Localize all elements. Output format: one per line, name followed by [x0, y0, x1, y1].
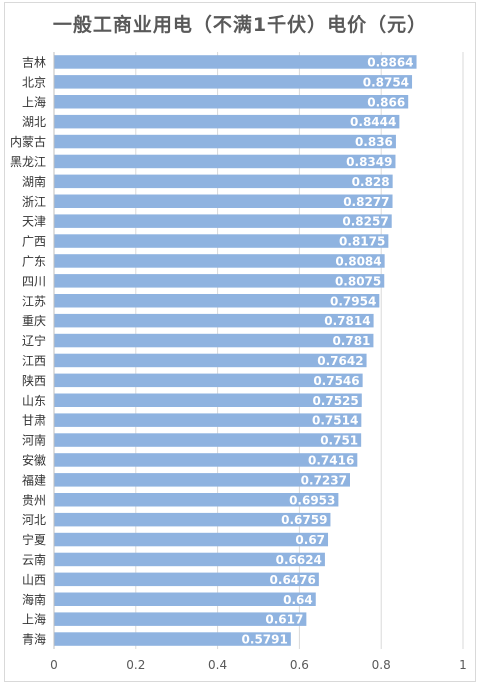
bar	[54, 274, 385, 288]
x-tick-label: 0.6	[290, 658, 309, 672]
category-label: 海南	[22, 592, 46, 607]
bar	[54, 373, 363, 388]
data-label: 0.7237	[301, 473, 347, 487]
bar	[54, 114, 400, 129]
data-label: 0.6476	[270, 573, 316, 587]
data-label: 0.8444	[350, 115, 396, 129]
category-label: 江苏	[22, 294, 46, 308]
data-label: 0.617	[265, 613, 303, 627]
category-label: 青海	[22, 632, 46, 647]
bar	[54, 154, 396, 169]
category-label: 广东	[22, 254, 46, 268]
data-label: 0.8864	[367, 55, 413, 69]
bar	[54, 313, 374, 328]
category-label: 云南	[22, 552, 46, 567]
data-label: 0.7525	[312, 394, 358, 408]
data-label: 0.8084	[335, 254, 381, 268]
data-label: 0.8075	[335, 274, 381, 288]
category-label: 安徽	[22, 452, 46, 467]
data-label: 0.866	[367, 95, 405, 109]
bar	[54, 413, 362, 427]
data-label: 0.7642	[317, 354, 363, 368]
bar	[54, 194, 393, 208]
category-label: 甘肃	[22, 414, 46, 428]
bar	[54, 333, 374, 348]
data-label: 0.781	[332, 334, 370, 348]
category-label: 黑龙江	[10, 155, 46, 169]
data-label: 0.7814	[324, 314, 370, 328]
data-label: 0.8257	[342, 215, 388, 229]
data-label: 0.6624	[276, 553, 322, 567]
bar	[54, 353, 367, 368]
bar	[54, 453, 358, 467]
data-label: 0.6759	[281, 513, 327, 527]
category-label: 四川	[22, 274, 46, 288]
bar	[54, 572, 319, 587]
data-label: 0.67	[295, 533, 325, 547]
bar	[54, 512, 331, 527]
bar	[54, 493, 339, 507]
category-label: 河北	[22, 513, 46, 527]
data-label: 0.8175	[339, 235, 385, 249]
category-label: 湖北	[22, 114, 46, 129]
category-label: 山西	[22, 573, 46, 587]
x-tick-label: 1	[459, 658, 467, 672]
bar	[54, 55, 417, 69]
x-tick-label: 0.2	[126, 658, 145, 672]
x-tick-label: 0.4	[208, 658, 227, 672]
chart-title: 一般工商业用电（不满1千伏）电价（元）	[52, 14, 428, 36]
category-label: 宁夏	[22, 532, 46, 547]
category-label: 吉林	[22, 55, 46, 69]
bar	[54, 592, 316, 606]
category-label: 陕西	[22, 373, 46, 388]
bar	[54, 234, 389, 248]
bar	[54, 95, 409, 109]
bar	[54, 632, 291, 646]
data-label: 0.8349	[346, 155, 392, 169]
category-label: 重庆	[22, 314, 46, 328]
category-label: 湖南	[22, 174, 46, 189]
category-label: 贵州	[22, 493, 46, 507]
data-label: 0.8277	[343, 195, 389, 209]
bar	[54, 473, 350, 487]
x-tick-label: 0.8	[372, 658, 391, 672]
bar	[54, 393, 362, 407]
category-label: 浙江	[22, 195, 46, 209]
bar	[54, 254, 385, 268]
x-tick-label: 0	[50, 658, 58, 672]
data-label: 0.828	[352, 175, 390, 189]
bar	[54, 75, 413, 89]
category-label: 福建	[22, 472, 46, 487]
bar	[54, 134, 396, 149]
bar	[54, 214, 392, 228]
bar	[54, 612, 307, 626]
category-label: 上海	[22, 94, 46, 109]
category-label: 北京	[22, 75, 46, 89]
category-label: 山东	[22, 394, 46, 408]
data-label: 0.751	[320, 434, 358, 448]
bar	[54, 433, 362, 447]
bar	[54, 552, 325, 567]
data-label: 0.6953	[289, 493, 335, 507]
category-label: 上海	[22, 612, 46, 627]
bar	[54, 294, 380, 308]
data-label: 0.7416	[308, 453, 354, 467]
chart-frame	[4, 2, 476, 682]
category-label: 天津	[22, 215, 46, 229]
category-label: 内蒙古	[10, 134, 46, 149]
category-label: 广西	[22, 235, 46, 249]
bar	[54, 532, 329, 547]
data-label: 0.7514	[312, 414, 358, 428]
data-label: 0.8754	[363, 75, 409, 89]
data-label: 0.7954	[330, 294, 376, 308]
data-label: 0.5791	[242, 633, 288, 647]
bar	[54, 174, 393, 189]
category-label: 河南	[22, 433, 46, 448]
data-label: 0.64	[283, 593, 313, 607]
category-label: 辽宁	[22, 333, 46, 348]
category-label: 江西	[22, 354, 46, 368]
data-label: 0.836	[355, 135, 393, 149]
data-label: 0.7546	[313, 374, 359, 388]
